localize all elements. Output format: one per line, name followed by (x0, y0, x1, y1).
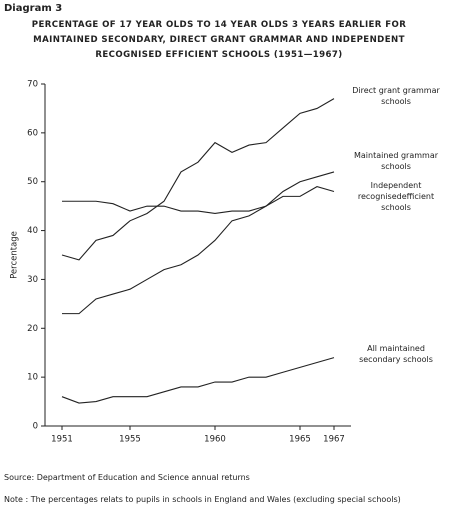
x-tick-label: 1955 (119, 435, 141, 445)
series-line (61, 98, 335, 261)
y-tick-label: 40 (27, 226, 38, 236)
y-tick-label: 10 (27, 373, 38, 383)
series-label: Independent recognisedefficient schools (357, 181, 435, 212)
y-tick-label: 20 (27, 324, 38, 334)
chart-title: PERCENTAGE OF 17 YEAR OLDS TO 14 YEAR OL… (31, 20, 407, 60)
y-axis-label: Percentage (10, 231, 20, 279)
series-line (61, 357, 335, 404)
x-tick-label: 1960 (204, 435, 226, 445)
diagram-label: Diagram 3 (4, 3, 63, 14)
series-label: Maintained grammar schools (353, 151, 439, 171)
series-label: Direct grant grammar schools (352, 86, 440, 106)
note: Note : The percentages relats to pupils … (4, 495, 401, 504)
y-tick-label: 0 (33, 422, 38, 432)
y-tick-label: 50 (27, 177, 38, 187)
series-label: All maintained secondary schools (359, 344, 433, 364)
x-tick-label: 1965 (289, 435, 311, 445)
x-tick-label: 1951 (51, 435, 73, 445)
source: Source: Department of Education and Scie… (4, 473, 250, 482)
y-tick-label: 60 (27, 128, 38, 138)
y-tick-label: 70 (27, 80, 38, 90)
series-line (62, 186, 335, 215)
x-tick-label: 1967 (323, 435, 345, 445)
series-line (62, 171, 335, 315)
y-tick-label: 30 (27, 275, 38, 285)
